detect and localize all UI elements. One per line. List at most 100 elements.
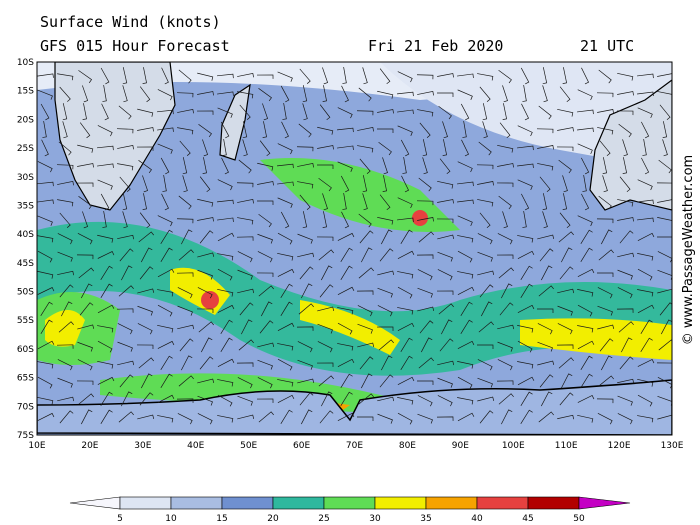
wind-barb: [37, 376, 53, 389]
wind-barb: [457, 271, 474, 279]
wind-barb: [76, 254, 94, 260]
wind-barb: [417, 91, 434, 96]
wind-barb: [419, 122, 431, 138]
wind-barb: [317, 341, 333, 353]
wind-barb: [136, 146, 154, 151]
wind-barb: [122, 85, 128, 103]
wind-barb: [437, 395, 453, 407]
wind-barb: [537, 163, 554, 171]
wind-barb: [520, 67, 530, 85]
wind-barb: [100, 265, 113, 280]
latitude-label: 50S: [17, 288, 34, 298]
wind-barb: [457, 250, 473, 263]
wind-barb: [637, 304, 655, 314]
wind-barb: [177, 287, 193, 299]
wind-barb: [477, 73, 494, 81]
wind-barb: [417, 269, 433, 281]
wind-barb: [437, 180, 454, 189]
wind-barb: [581, 193, 590, 211]
latitude-label: 55S: [17, 316, 34, 326]
wind-barb: [580, 373, 593, 388]
wind-barb: [77, 233, 93, 245]
wind-barb: [197, 72, 214, 81]
wind-barb: [577, 215, 593, 227]
wind-barb: [119, 248, 134, 262]
wind-barb: [397, 71, 413, 83]
wind-barb: [538, 285, 554, 297]
wind-barb: [220, 319, 233, 334]
wind-barb: [417, 109, 434, 117]
wind-barb: [580, 355, 593, 371]
wind-barb: [517, 340, 533, 353]
wind-barb: [420, 337, 433, 353]
wind-barb: [337, 145, 354, 150]
wind-barb: [582, 175, 587, 192]
wind-barb: [239, 302, 254, 316]
wind-barb: [397, 307, 414, 315]
wind-barb: [37, 215, 53, 226]
wind-barb: [442, 121, 448, 139]
wind-barb: [37, 73, 54, 78]
wind-barb: [97, 251, 115, 259]
wind-barb: [401, 175, 410, 193]
wind-barb: [79, 302, 94, 316]
wind-barb: [397, 250, 415, 260]
longitude-label: 70E: [346, 441, 363, 451]
wind-barb: [416, 254, 434, 259]
wind-core: [300, 300, 400, 355]
wind-barb: [117, 163, 134, 171]
wind-barb: [100, 283, 113, 299]
wind-barb: [598, 249, 614, 261]
wind-barb: [340, 247, 353, 262]
wind-barb: [100, 391, 113, 406]
wind-barb: [177, 413, 193, 425]
wind-barb: [56, 344, 74, 349]
wind-barb: [657, 377, 672, 389]
wind-barb: [340, 175, 350, 193]
wind-barb: [457, 376, 473, 389]
latitude-label: 35S: [17, 201, 34, 211]
wind-barb: [502, 103, 508, 120]
wind-barb: [477, 181, 494, 186]
latitude-label: 45S: [17, 259, 34, 269]
wind-barb: [597, 305, 613, 316]
wind-barb: [277, 232, 293, 245]
wind-barb: [257, 359, 273, 370]
wind-barb: [121, 391, 133, 407]
wind-barb: [616, 110, 634, 116]
wind-barb: [577, 89, 593, 101]
wind-barb: [282, 103, 287, 120]
wind-barb: [557, 323, 573, 335]
wind-barb: [237, 73, 254, 78]
wind-barb: [319, 284, 334, 298]
wind-barb: [596, 398, 614, 404]
longitude-axis: 10E 20E 30E 40E 50E 60E 70E 80E 90E 100E 110E 120E 1…: [28, 441, 683, 451]
wind-barb: [280, 283, 293, 298]
wind-barb: [199, 176, 211, 193]
wind-barb: [217, 107, 233, 118]
wind-barb: [637, 217, 654, 223]
wind-barb: [280, 409, 293, 425]
wind-barb: [61, 301, 73, 317]
wind-barb: [142, 175, 149, 193]
wind-barb: [57, 181, 74, 186]
wind-barb: [277, 71, 293, 82]
wind-barb: [660, 319, 672, 335]
wind-barb: [122, 67, 128, 85]
wind-barb: [162, 175, 167, 192]
wind-barb: [280, 85, 290, 103]
wind-barb: [197, 413, 213, 425]
wind-barb: [277, 322, 295, 332]
wind-barb: [357, 145, 374, 153]
wind-barb: [442, 139, 448, 156]
wind-barb: [257, 233, 273, 244]
wind-barb: [197, 217, 214, 222]
wind-barb: [480, 301, 493, 317]
wind-barb: [78, 393, 94, 405]
wind-barb: [562, 175, 568, 193]
wind-barb: [160, 247, 173, 263]
wind-barb: [477, 359, 493, 371]
wind-barb: [256, 272, 274, 278]
wind-barb: [517, 376, 535, 386]
wind-barb: [237, 269, 253, 280]
